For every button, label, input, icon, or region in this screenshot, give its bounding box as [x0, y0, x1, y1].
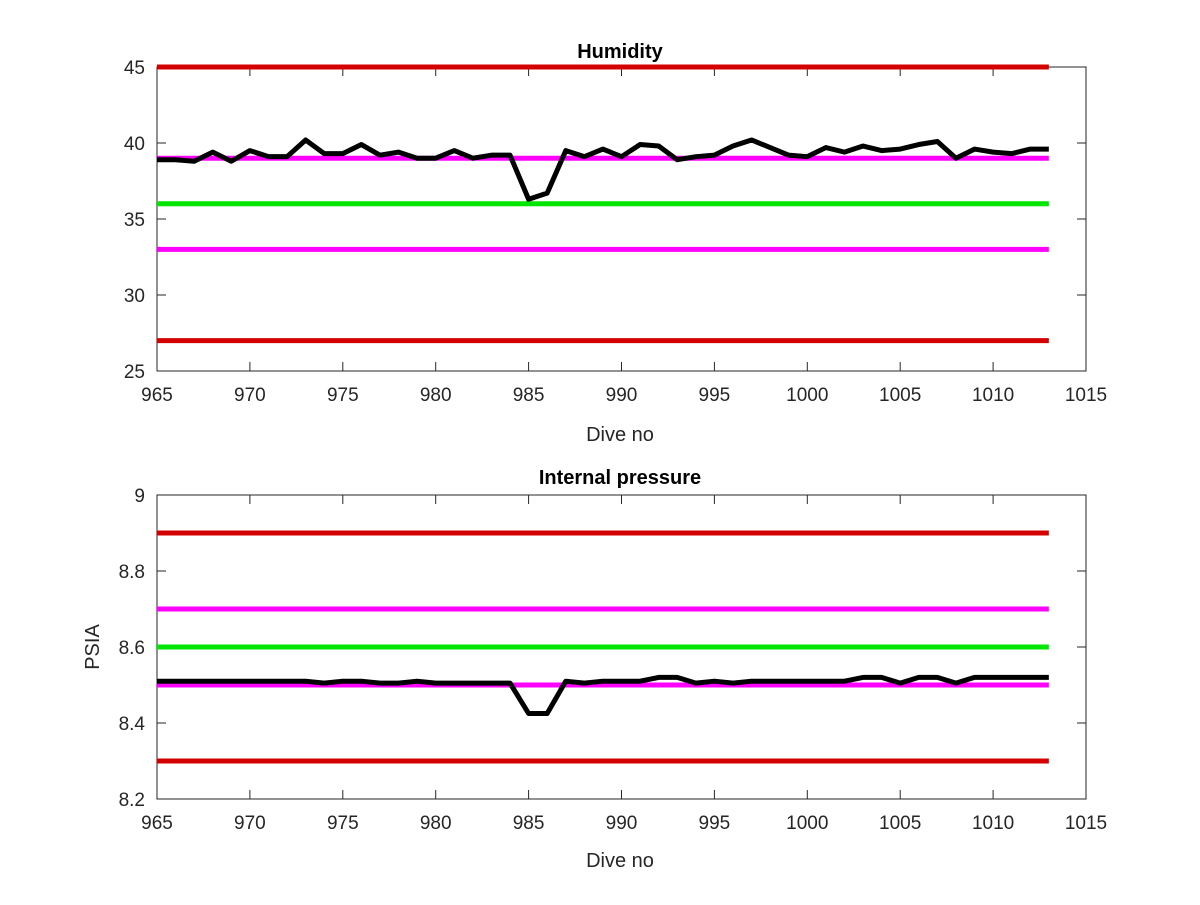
y-tick-label: 8.8 — [119, 562, 145, 583]
x-tick-label: 965 — [141, 813, 173, 834]
y-axis-label: PSIA — [82, 624, 104, 670]
x-tick-label: 995 — [699, 813, 731, 834]
x-tick-label: 1015 — [1065, 813, 1107, 834]
y-tick-label: 30 — [124, 286, 145, 307]
x-tick-label: 980 — [420, 385, 452, 406]
y-tick-label: 40 — [124, 134, 145, 155]
x-tick-label: 970 — [234, 813, 266, 834]
chart-title: Internal pressure — [539, 467, 701, 489]
plot-area — [157, 67, 1086, 371]
x-tick-label: 1000 — [786, 385, 828, 406]
y-tick-label: 25 — [124, 362, 145, 383]
x-tick-label: 980 — [420, 813, 452, 834]
x-tick-label: 1010 — [972, 385, 1014, 406]
internal-pressure-panel: 965 970 975 980 985 990 995 1000 1005 1010 1015 8.2… — [82, 467, 1107, 872]
x-tick-label: 1000 — [786, 813, 828, 834]
x-axis-label: Dive no — [586, 850, 654, 872]
x-tick-label: 1015 — [1065, 385, 1107, 406]
y-tick-label: 8.2 — [119, 790, 145, 811]
x-tick-label: 985 — [513, 813, 545, 834]
humidity-panel: 965 970 975 980 985 990 995 1000 1005 1010 1015 25 3… — [124, 41, 1107, 446]
y-tick-label: 45 — [124, 58, 145, 79]
x-tick-label: 975 — [327, 813, 359, 834]
x-axis-label: Dive no — [586, 424, 654, 446]
x-tick-label: 1005 — [879, 385, 921, 406]
x-tick-label: 990 — [606, 813, 638, 834]
chart-title: Humidity — [577, 41, 663, 63]
x-tick-label: 995 — [699, 385, 731, 406]
x-tick-label: 1010 — [972, 813, 1014, 834]
x-tick-label: 965 — [141, 385, 173, 406]
x-tick-label: 970 — [234, 385, 266, 406]
y-tick-label: 35 — [124, 210, 145, 231]
x-tick-label: 990 — [606, 385, 638, 406]
x-tick-label: 975 — [327, 385, 359, 406]
y-tick-label: 8.4 — [119, 714, 146, 735]
y-tick-label: 8.6 — [119, 638, 145, 659]
y-tick-label: 9 — [134, 486, 145, 507]
x-tick-label: 1005 — [879, 813, 921, 834]
x-tick-label: 985 — [513, 385, 545, 406]
